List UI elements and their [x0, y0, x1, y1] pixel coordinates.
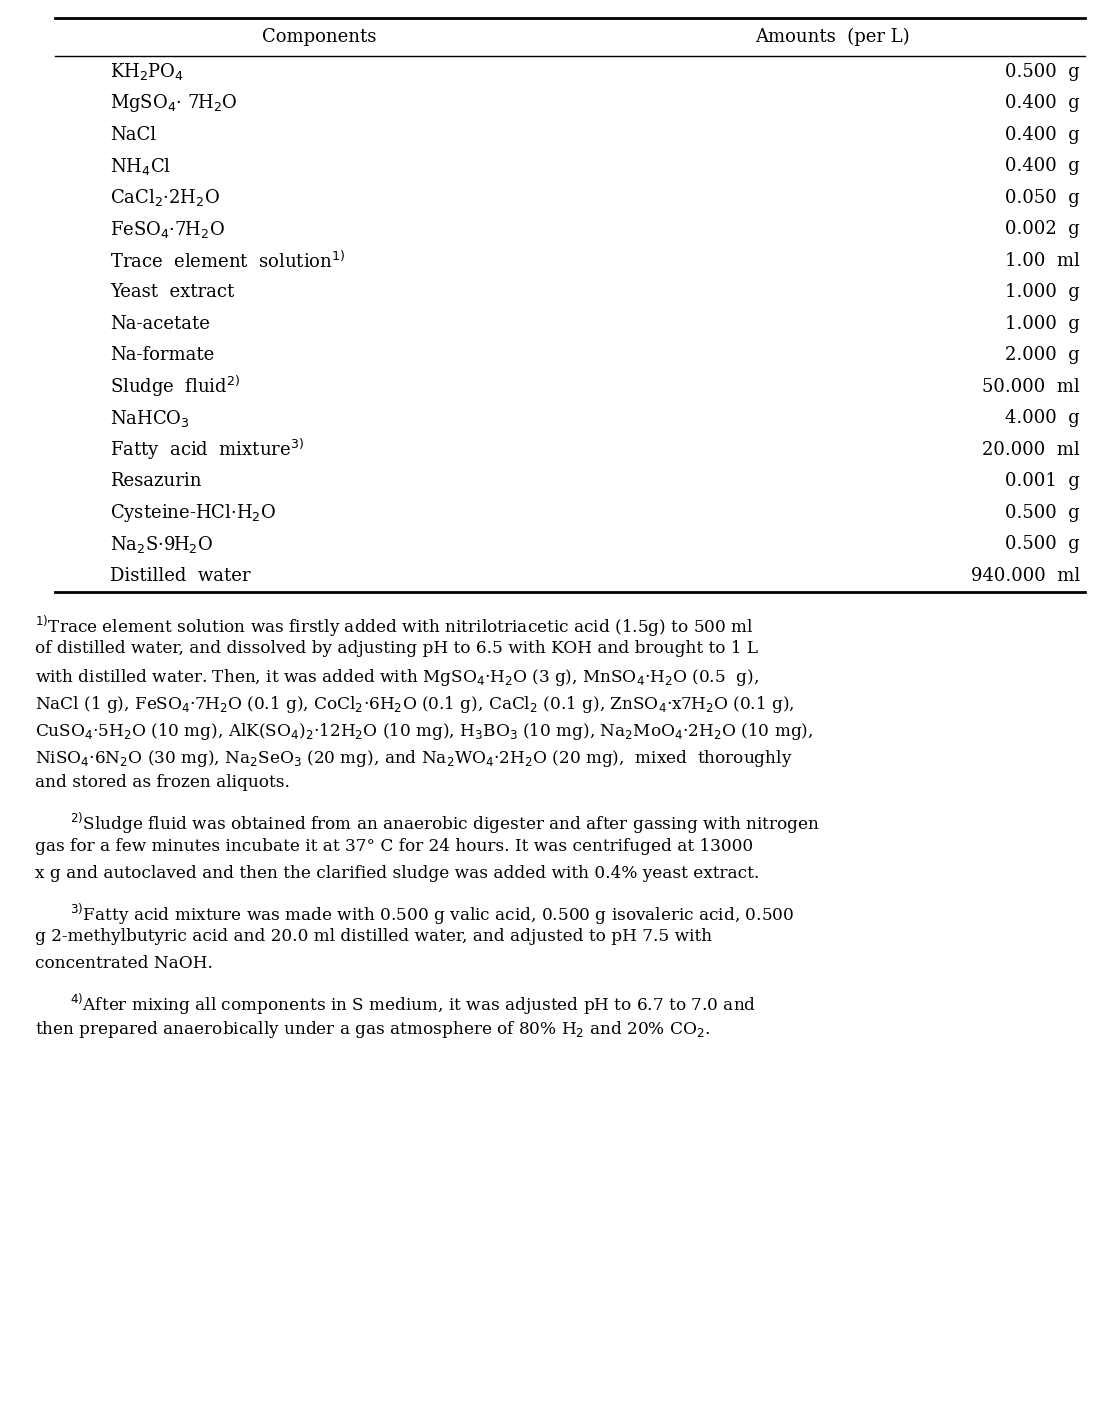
- Text: of distilled water, and dissolved by adjusting pH to 6.5 with KOH and brought to: of distilled water, and dissolved by adj…: [35, 640, 758, 657]
- Text: 0.050  g: 0.050 g: [1006, 188, 1080, 207]
- Text: Fatty  acid  mixture$^{3)}$: Fatty acid mixture$^{3)}$: [110, 438, 304, 462]
- Text: CuSO$_4$·5H$_2$O (10 mg), AlK(SO$_4$)$_2$·12H$_2$O (10 mg), H$_3$BO$_3$ (10 mg),: CuSO$_4$·5H$_2$O (10 mg), AlK(SO$_4$)$_2…: [35, 721, 813, 741]
- Text: KH$_2$PO$_4$: KH$_2$PO$_4$: [110, 61, 184, 82]
- Text: 50.000  ml: 50.000 ml: [982, 378, 1080, 395]
- Text: gas for a few minutes incubate it at 37° C for 24 hours. It was centrifuged at 1: gas for a few minutes incubate it at 37°…: [35, 837, 753, 854]
- Text: 0.400  g: 0.400 g: [1006, 157, 1080, 176]
- Text: 0.002  g: 0.002 g: [1006, 220, 1080, 238]
- Text: Yeast  extract: Yeast extract: [110, 283, 234, 302]
- Text: Distilled  water: Distilled water: [110, 567, 251, 585]
- Text: 0.001  g: 0.001 g: [1005, 472, 1080, 490]
- Text: concentrated NaOH.: concentrated NaOH.: [35, 955, 213, 972]
- Text: $^{3)}$Fatty acid mixture was made with 0.500 g valic acid, 0.500 g isovaleric a: $^{3)}$Fatty acid mixture was made with …: [69, 901, 794, 927]
- Text: 0.400  g: 0.400 g: [1006, 126, 1080, 143]
- Text: FeSO$_4$·7H$_2$O: FeSO$_4$·7H$_2$O: [110, 218, 225, 239]
- Text: NiSO$_4$·6N$_2$O (30 mg), Na$_2$SeO$_3$ (20 mg), and Na$_2$WO$_4$·2H$_2$O (20 mg: NiSO$_4$·6N$_2$O (30 mg), Na$_2$SeO$_3$ …: [35, 748, 793, 768]
- Text: x g and autoclaved and then the clarified sludge was added with 0.4% yeast extra: x g and autoclaved and then the clarifie…: [35, 864, 759, 881]
- Text: Na-acetate: Na-acetate: [110, 315, 209, 333]
- Text: 4.000  g: 4.000 g: [1006, 410, 1080, 428]
- Text: 0.400  g: 0.400 g: [1006, 95, 1080, 112]
- Text: Resazurin: Resazurin: [110, 472, 202, 490]
- Text: Trace  element  solution$^{1)}$: Trace element solution$^{1)}$: [110, 251, 345, 271]
- Text: 2.000  g: 2.000 g: [1006, 346, 1080, 364]
- Text: MgSO$_4$· 7H$_2$O: MgSO$_4$· 7H$_2$O: [110, 92, 237, 115]
- Text: 1.000  g: 1.000 g: [1005, 315, 1080, 333]
- Text: and stored as frozen aliquots.: and stored as frozen aliquots.: [35, 774, 290, 791]
- Text: NaCl (1 g), FeSO$_4$·7H$_2$O (0.1 g), CoCl$_2$·6H$_2$O (0.1 g), CaCl$_2$ (0.1 g): NaCl (1 g), FeSO$_4$·7H$_2$O (0.1 g), Co…: [35, 694, 794, 716]
- Text: Amounts  (per L): Amounts (per L): [755, 28, 909, 47]
- Text: 1.00  ml: 1.00 ml: [1005, 252, 1080, 269]
- Text: $^{2)}$Sludge fluid was obtained from an anaerobic digester and after gassing wi: $^{2)}$Sludge fluid was obtained from an…: [69, 811, 820, 836]
- Text: Sludge  fluid$^{2)}$: Sludge fluid$^{2)}$: [110, 374, 240, 400]
- Text: 20.000  ml: 20.000 ml: [982, 441, 1080, 459]
- Text: 0.500  g: 0.500 g: [1006, 504, 1080, 521]
- Text: Components: Components: [262, 28, 376, 45]
- Text: g 2-methylbutyric acid and 20.0 ml distilled water, and adjusted to pH 7.5 with: g 2-methylbutyric acid and 20.0 ml disti…: [35, 928, 712, 945]
- Text: CaCl$_2$·2H$_2$O: CaCl$_2$·2H$_2$O: [110, 187, 220, 208]
- Text: with distilled water. Then, it was added with MgSO$_4$·H$_2$O (3 g), MnSO$_4$·H$: with distilled water. Then, it was added…: [35, 667, 758, 689]
- Text: 940.000  ml: 940.000 ml: [971, 567, 1080, 585]
- Text: 1.000  g: 1.000 g: [1005, 283, 1080, 302]
- Text: NaCl: NaCl: [110, 126, 156, 143]
- Text: Na$_2$S·9H$_2$O: Na$_2$S·9H$_2$O: [110, 534, 213, 554]
- Text: $^{4)}$After mixing all components in S medium, it was adjusted pH to 6.7 to 7.0: $^{4)}$After mixing all components in S …: [69, 992, 756, 1017]
- Text: Na-formate: Na-formate: [110, 346, 214, 364]
- Text: 0.500  g: 0.500 g: [1006, 62, 1080, 81]
- Text: NaHCO$_3$: NaHCO$_3$: [110, 408, 189, 429]
- Text: then prepared anaerobically under a gas atmosphere of 80% H$_2$ and 20% CO$_2$.: then prepared anaerobically under a gas …: [35, 1019, 710, 1040]
- Text: 0.500  g: 0.500 g: [1006, 536, 1080, 553]
- Text: $^{1)}$Trace element solution was firstly added with nitrilotriacetic acid (1.5g: $^{1)}$Trace element solution was firstl…: [35, 614, 754, 639]
- Text: Cysteine-HCl·H$_2$O: Cysteine-HCl·H$_2$O: [110, 502, 277, 524]
- Text: NH$_4$Cl: NH$_4$Cl: [110, 156, 171, 177]
